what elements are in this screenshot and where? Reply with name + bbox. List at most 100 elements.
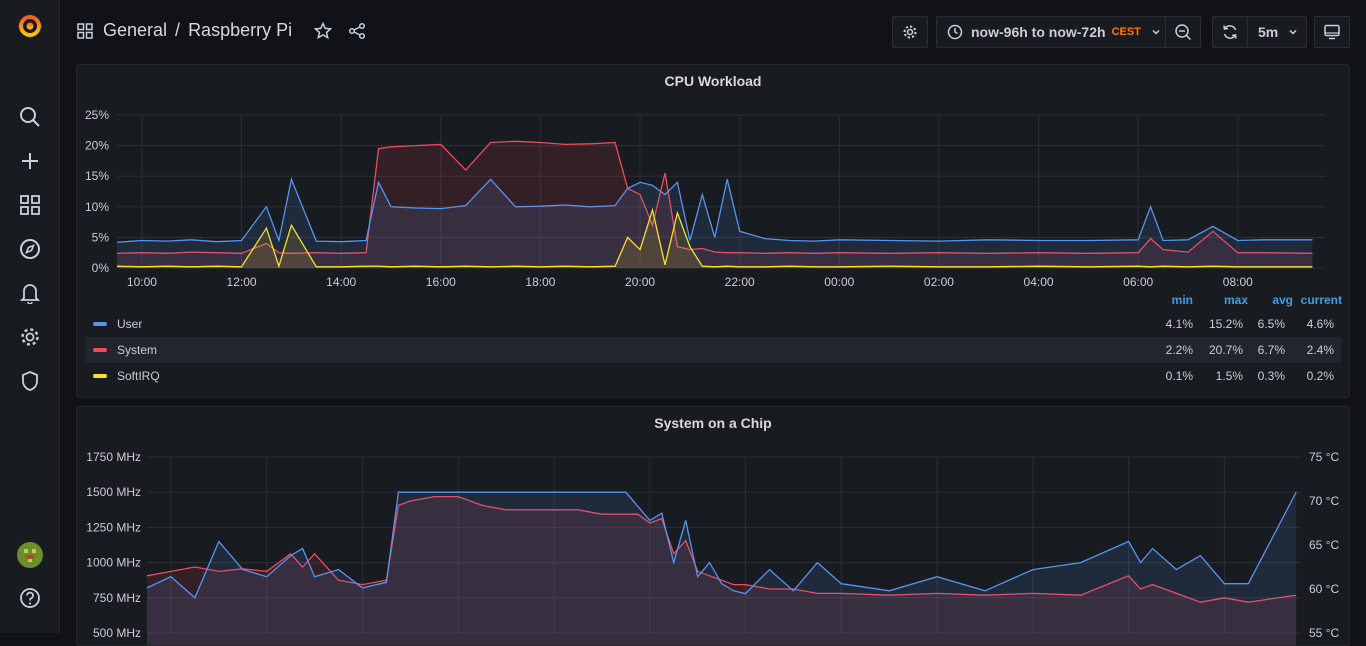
legend-min: 0.1%: [1165, 369, 1193, 383]
x-tick-label: 14:00: [326, 275, 356, 289]
time-range-picker[interactable]: now-96h to now-72h CEST: [936, 16, 1166, 48]
system-on-a-chip-panel[interactable]: System on a Chip 500 MHz 750 MHz 1000 MHz 1…: [76, 406, 1350, 646]
sidebar: [0, 0, 60, 633]
cpu-workload-chart[interactable]: 0% 5% 10% 15% 20% 25% 10:00 12:00 14:00 16:00 18:0…: [77, 65, 1350, 290]
refresh-interval-picker[interactable]: 5m: [1247, 16, 1307, 48]
y-tick-label: 20%: [85, 139, 109, 153]
y-left-tick-label: 1500 MHz: [86, 485, 141, 499]
legend-swatch: [93, 348, 107, 352]
time-range-label: now-96h to now-72h: [971, 24, 1106, 40]
system-on-a-chip-chart[interactable]: 500 MHz 750 MHz 1000 MHz 1250 MHz 1500 MHz 17…: [77, 407, 1350, 646]
series-area-user: [117, 179, 1313, 268]
series-line: [146, 491, 1297, 599]
dashboards-icon[interactable]: [0, 185, 60, 225]
series-line-user: [116, 177, 1313, 243]
x-tick-label: 12:00: [227, 275, 257, 289]
shield-icon[interactable]: [0, 361, 60, 401]
star-icon[interactable]: [314, 21, 333, 40]
y-tick-label: 15%: [85, 169, 109, 183]
gear-icon[interactable]: [0, 317, 60, 357]
legend-series-name[interactable]: User: [117, 317, 143, 331]
plus-icon[interactable]: [0, 141, 60, 181]
legend-current: 0.2%: [1306, 369, 1334, 383]
panel-title[interactable]: System on a Chip: [654, 415, 772, 431]
share-icon[interactable]: [348, 22, 366, 40]
legend-header-max[interactable]: max: [1223, 293, 1248, 307]
y-left-tick-label: 1750 MHz: [86, 450, 141, 464]
legend-header-avg[interactable]: avg: [1272, 293, 1293, 307]
grafana-logo-icon[interactable]: [0, 6, 60, 46]
legend-min: 2.2%: [1165, 343, 1193, 357]
legend-row-user[interactable]: User 4.1% 15.2% 6.5% 4.6%: [85, 311, 1341, 337]
legend-row-softirq[interactable]: SoftIRQ 0.1% 1.5% 0.3% 0.2%: [85, 363, 1341, 389]
legend-avg: 6.5%: [1257, 317, 1285, 331]
cpu-workload-panel[interactable]: CPU Workload 0% 5% 10% 15% 20% 25% 10:00 12:00 1…: [76, 64, 1350, 398]
x-tick-label: 18:00: [525, 275, 555, 289]
legend-max: 15.2%: [1208, 317, 1243, 331]
refresh-icon: [1223, 25, 1237, 39]
x-tick-label: 16:00: [426, 275, 456, 289]
breadcrumb-dashboard-title[interactable]: Raspberry Pi: [188, 20, 293, 40]
y-tick-label: 25%: [85, 108, 109, 122]
x-tick-label: 02:00: [924, 275, 954, 289]
dashboard-navbar: General / Raspberry Pi now-96h to now-72…: [61, 0, 1366, 64]
dashboard-settings-button[interactable]: [892, 16, 928, 48]
x-tick-label: 00:00: [824, 275, 854, 289]
explore-compass-icon[interactable]: [0, 229, 60, 269]
zoom-out-button[interactable]: [1165, 16, 1201, 48]
series-area: [147, 492, 1297, 645]
x-tick-label: 06:00: [1123, 275, 1153, 289]
y-left-tick-label: 500 MHz: [93, 626, 141, 640]
y-tick-label: 10%: [85, 200, 109, 214]
legend-min: 4.1%: [1165, 317, 1193, 331]
avatar[interactable]: [0, 535, 60, 575]
clock-icon: [947, 24, 963, 40]
y-right-tick-label: 75 °C: [1309, 450, 1339, 464]
monitor-icon: [1324, 24, 1340, 40]
legend-series-name[interactable]: SoftIRQ: [117, 369, 160, 383]
legend-row-system[interactable]: System 2.2% 20.7% 6.7% 2.4%: [85, 337, 1341, 363]
search-icon[interactable]: [0, 97, 60, 137]
legend-series-name[interactable]: System: [117, 343, 158, 357]
series-line-softirq: [116, 207, 1313, 269]
legend-header-current[interactable]: current: [1300, 293, 1342, 307]
x-tick-label: 20:00: [625, 275, 655, 289]
breadcrumb: General / Raspberry Pi: [77, 20, 366, 41]
y-left-tick-label: 750 MHz: [93, 591, 141, 605]
y-right-tick-label: 60 °C: [1309, 582, 1339, 596]
breadcrumb-separator: /: [175, 20, 181, 40]
series-line: [146, 495, 1297, 603]
x-tick-label: 08:00: [1223, 275, 1253, 289]
legend-current: 2.4%: [1306, 343, 1334, 357]
legend-max: 1.5%: [1215, 369, 1243, 383]
chevron-down-icon: [1152, 29, 1160, 35]
x-tick-label: 04:00: [1024, 275, 1054, 289]
x-tick-label: 22:00: [725, 275, 755, 289]
legend-header-min[interactable]: min: [1171, 293, 1193, 307]
series-area: [147, 496, 1297, 645]
refresh-interval-label: 5m: [1258, 24, 1279, 40]
series-line-system: [116, 140, 1313, 254]
series-area-system: [117, 141, 1313, 268]
legend-avg: 0.3%: [1257, 369, 1285, 383]
legend-max: 20.7%: [1208, 343, 1243, 357]
timezone-badge: CEST: [1111, 26, 1141, 38]
legend-swatch: [93, 374, 107, 378]
legend-swatch: [93, 322, 107, 326]
gear-icon: [903, 25, 917, 39]
help-icon[interactable]: [0, 578, 60, 618]
refresh-button[interactable]: [1212, 16, 1248, 48]
legend-avg: 6.7%: [1257, 343, 1285, 357]
dashboards-icon: [77, 22, 93, 39]
alerting-bell-icon[interactable]: [0, 273, 60, 313]
breadcrumb-folder[interactable]: General: [103, 20, 168, 40]
y-right-tick-label: 55 °C: [1309, 626, 1339, 640]
y-left-tick-label: 1250 MHz: [86, 520, 141, 534]
y-right-tick-label: 65 °C: [1309, 538, 1339, 552]
y-left-tick-label: 1000 MHz: [86, 556, 141, 570]
chevron-down-icon: [1289, 29, 1297, 35]
y-tick-label: 0%: [92, 261, 110, 275]
tv-mode-button[interactable]: [1314, 16, 1350, 48]
y-tick-label: 5%: [92, 230, 110, 244]
panel-title[interactable]: CPU Workload: [664, 73, 762, 89]
